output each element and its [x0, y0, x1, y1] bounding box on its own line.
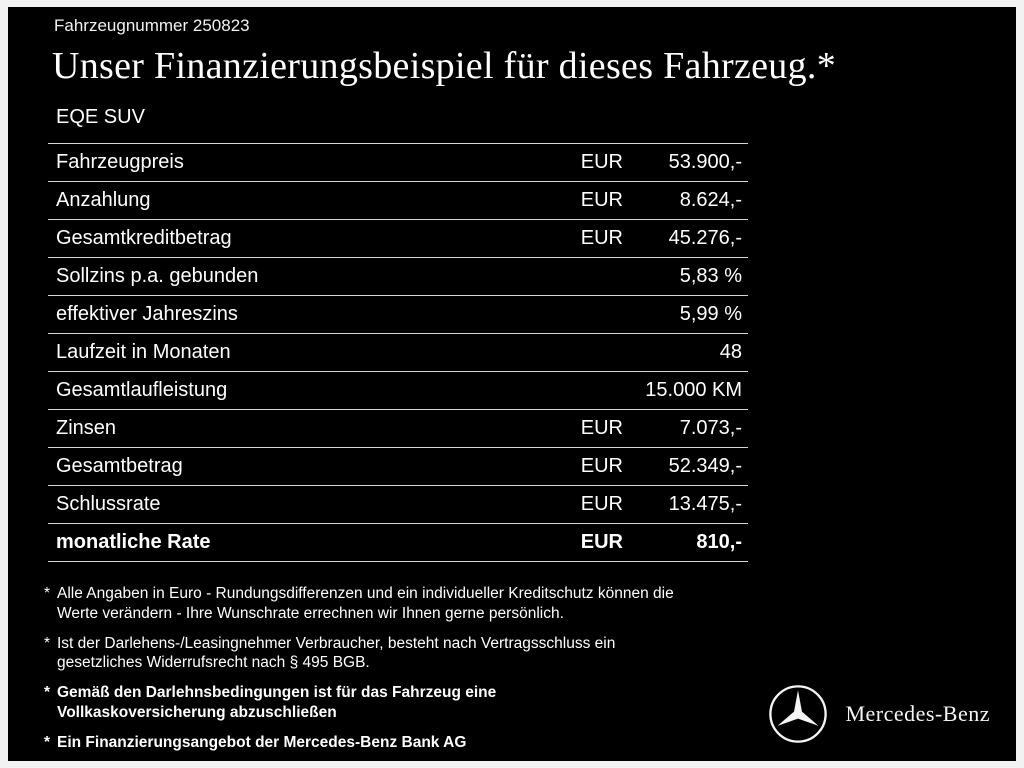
row-label: effektiver Jahreszins — [56, 303, 238, 325]
footnote-marker: * — [44, 733, 51, 751]
table-row: Sollzins p.a. gebunden 5,83 % — [48, 257, 748, 295]
table-row: effektiver Jahreszins 5,99 % — [48, 295, 748, 333]
footnote: * Ein Finanzierungsangebot der Mercedes-B… — [44, 733, 764, 753]
row-value: 52.349,- — [668, 455, 742, 477]
row-label: Gesamtbetrag — [56, 455, 183, 477]
row-value: 5,83 % — [679, 265, 742, 287]
row-currency: EUR — [580, 417, 623, 439]
table-row: Gesamtkreditbetrag EUR 45.276,- — [48, 219, 748, 257]
row-label: Zinsen — [56, 417, 117, 439]
table-row: Laufzeit in Monaten 48 — [48, 333, 748, 371]
footnote: * Alle Angaben in Euro - Rundungsdifferen… — [44, 584, 764, 624]
row-value: 810,- — [696, 531, 742, 553]
row-value: 5,99 % — [679, 303, 742, 325]
table-row: Gesamtlaufleistung 15.000 KM — [48, 371, 748, 409]
row-currency: EUR — [580, 493, 623, 515]
row-currency: EUR — [580, 189, 623, 211]
row-value: 15.000 KM — [645, 379, 742, 401]
row-currency: EUR — [580, 455, 623, 477]
footnote-marker: * — [44, 684, 51, 702]
row-label: Gesamtkreditbetrag — [56, 227, 232, 249]
footnote-text: Alle Angaben in Euro - Rundungsdifferenz… — [57, 585, 674, 622]
vehicle-model: EQE SUV — [56, 106, 145, 128]
row-label: Schlussrate — [56, 493, 161, 515]
vehicle-number: Fahrzeugnummer 250823 — [54, 16, 250, 35]
row-value: 7.073,- — [679, 417, 742, 439]
brand: Mercedes-Benz — [767, 683, 990, 745]
footnote-marker: * — [44, 634, 51, 652]
row-label: Sollzins p.a. gebunden — [56, 265, 259, 287]
mercedes-star-icon — [769, 685, 828, 743]
footnote: * Gemäß den Darlehnsbedingungen ist für d… — [44, 683, 764, 723]
footnotes: * Alle Angaben in Euro - Rundungsdifferen… — [44, 584, 764, 753]
brand-name: Mercedes-Benz — [845, 701, 990, 726]
row-label: Anzahlung — [56, 189, 151, 211]
row-currency: EUR — [580, 531, 623, 553]
finance-sheet: Fahrzeugnummer 250823 Unser Finanzierung… — [8, 7, 1016, 761]
row-label: monatliche Rate — [56, 531, 211, 553]
table-row: Fahrzeugpreis EUR 53.900,- — [48, 143, 748, 181]
table-row: Zinsen EUR 7.073,- — [48, 409, 748, 447]
footnote-text: Ist der Darlehens-/Leasingnehmer Verbrau… — [57, 634, 616, 672]
row-value: 53.900,- — [668, 151, 742, 173]
row-currency: EUR — [580, 227, 623, 249]
row-value: 48 — [719, 341, 742, 363]
footnote: * Ist der Darlehens-/Leasingnehmer Verbra… — [44, 634, 764, 674]
page-title: Unser Finanzierungsbeispiel für dieses F… — [52, 45, 836, 87]
footnote-text: Ein Finanzierungsangebot der Mercedes-Be… — [57, 733, 467, 751]
finance-table: Fahrzeugpreis EUR 53.900,- Anzahlung EUR 8.62… — [48, 143, 748, 562]
row-value: 13.475,- — [668, 493, 742, 515]
footnote-text: Gemäß den Darlehnsbedingungen ist für da… — [57, 684, 497, 722]
table-row: Gesamtbetrag EUR 52.349,- — [48, 447, 748, 485]
row-label: Fahrzeugpreis — [56, 151, 184, 173]
table-row: monatliche Rate EUR 810,- — [48, 523, 748, 561]
table-row: Schlussrate EUR 13.475,- — [48, 485, 748, 523]
row-currency: EUR — [580, 151, 623, 173]
row-label: Gesamtlaufleistung — [56, 379, 228, 401]
row-label: Laufzeit in Monaten — [56, 341, 231, 363]
footnote-marker: * — [44, 585, 51, 602]
table-row: Anzahlung EUR 8.624,- — [48, 181, 748, 219]
row-value: 45.276,- — [668, 227, 742, 249]
row-value: 8.624,- — [679, 189, 742, 211]
